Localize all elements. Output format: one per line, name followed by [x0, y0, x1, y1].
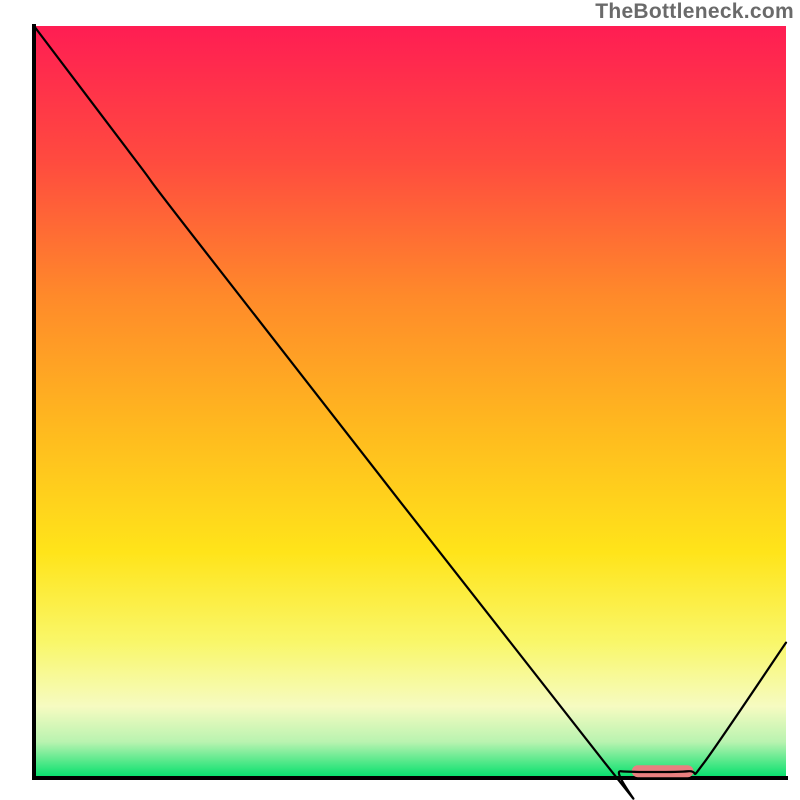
performance-curve-chart — [0, 0, 800, 800]
chart-background — [34, 26, 786, 778]
watermark-text: TheBottleneck.com — [595, 0, 794, 24]
